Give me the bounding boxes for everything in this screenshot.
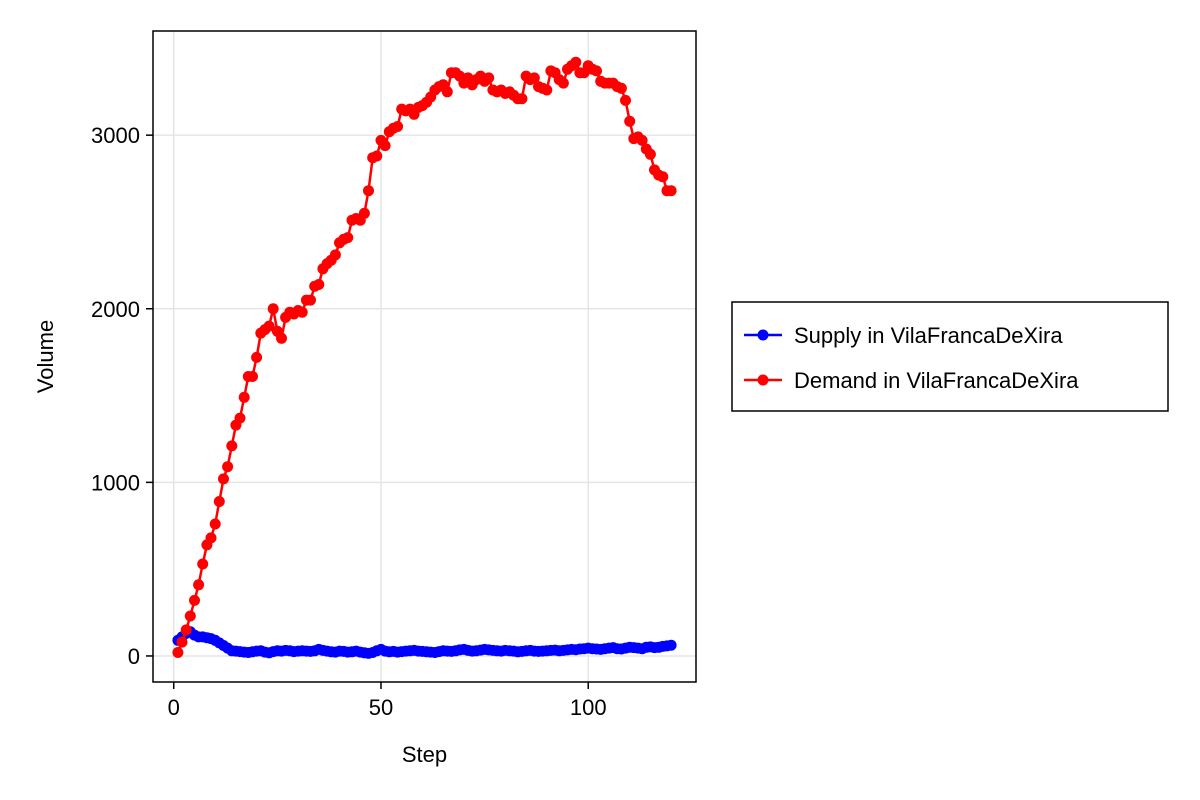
- data-point: [570, 56, 582, 68]
- legend: Supply in VilaFrancaDeXira Demand in Vila…: [731, 301, 1169, 412]
- data-point: [541, 84, 553, 96]
- data-point: [615, 82, 627, 94]
- data-point: [358, 207, 370, 219]
- data-point: [263, 320, 275, 332]
- data-point: [557, 77, 569, 89]
- data-point: [184, 610, 196, 622]
- legend-label: Demand in VilaFrancaDeXira: [794, 368, 1079, 393]
- legend-swatch-marker: [757, 329, 769, 341]
- data-point: [238, 391, 250, 403]
- data-point: [267, 303, 279, 315]
- data-point: [516, 93, 528, 105]
- data-point: [251, 351, 263, 363]
- data-point: [329, 249, 341, 261]
- data-point: [363, 185, 374, 197]
- data-point: [205, 532, 217, 544]
- y-tick-label: 3000: [91, 123, 140, 148]
- data-point: [197, 558, 209, 570]
- data-point: [483, 72, 495, 84]
- data-point: [222, 461, 234, 473]
- data-point: [305, 294, 316, 306]
- legend-box: [731, 301, 1169, 412]
- data-point: [665, 185, 677, 197]
- data-point: [296, 306, 308, 318]
- data-point: [213, 496, 225, 507]
- data-point: [636, 134, 648, 146]
- data-point: [176, 636, 188, 648]
- plot-frame: [152, 30, 697, 683]
- x-axis-label: Step: [402, 742, 447, 767]
- data-point: [644, 148, 656, 160]
- data-point: [342, 232, 354, 244]
- data-point: [180, 624, 192, 636]
- data-point: [247, 371, 258, 382]
- data-point: [392, 121, 404, 132]
- data-point: [441, 86, 453, 98]
- data-point: [218, 473, 229, 485]
- data-point: [189, 594, 200, 606]
- data-point: [313, 279, 325, 290]
- data-point: [371, 150, 383, 162]
- series-1: [172, 56, 677, 658]
- data-point: [591, 65, 602, 77]
- data-point: [226, 440, 238, 452]
- series-layer: [172, 56, 677, 659]
- y-axis-label: Volume: [33, 320, 58, 393]
- y-tick-label: 2000: [91, 297, 140, 322]
- data-point: [624, 115, 636, 127]
- y-tick-label: 0: [128, 644, 140, 669]
- data-point: [172, 647, 184, 658]
- y-tick-label: 1000: [91, 470, 140, 495]
- legend-label: Supply in VilaFrancaDeXira: [794, 323, 1063, 348]
- data-point: [379, 140, 391, 152]
- data-point: [528, 72, 540, 84]
- data-point: [193, 579, 205, 591]
- data-point: [657, 171, 669, 183]
- data-point: [665, 639, 677, 651]
- legend-swatch-marker: [757, 374, 769, 386]
- data-point: [234, 412, 246, 424]
- data-point: [620, 94, 631, 106]
- data-point: [276, 332, 287, 344]
- data-point: [209, 518, 221, 530]
- x-tick-label: 0: [168, 695, 180, 720]
- x-tick-label: 50: [369, 695, 393, 720]
- x-tick-label: 100: [570, 695, 607, 720]
